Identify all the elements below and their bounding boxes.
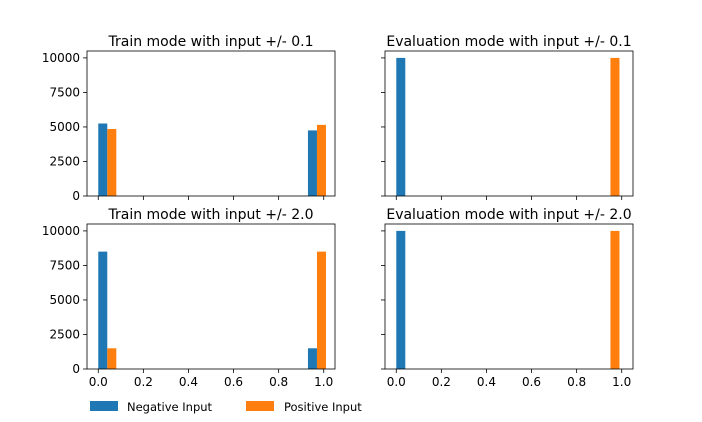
subplot-2: Evaluation mode with input +/- 0.1: [381, 34, 634, 200]
legend-swatch: [90, 401, 118, 411]
axes-frame: [86, 223, 336, 370]
bar-negative-input-2: [307, 348, 317, 369]
y-tick-label: 5000: [49, 293, 80, 307]
y-tick-label: 0: [72, 189, 80, 203]
y-tick-label: 7500: [49, 85, 80, 99]
bar-negative-input-2: [307, 130, 317, 196]
x-tick-label: 1.0: [612, 375, 631, 389]
axes-frame: [384, 223, 634, 370]
legend-label: Negative Input: [127, 400, 213, 414]
y-tick-label: 2500: [49, 327, 80, 341]
subplot-3: 0 2500 5000 7500 10000 0.0 0.2 0.4 0.6 0.8 1.0 Trai…: [42, 207, 336, 389]
axes-frame: [86, 50, 336, 197]
y-tick-label: 7500: [49, 258, 80, 272]
x-tick-label: 0.8: [269, 375, 288, 389]
x-tick-label: 0.4: [477, 375, 496, 389]
bar-negative-input-1: [98, 251, 108, 369]
y-tick-label: 10000: [42, 51, 80, 65]
bar-positive-input-1: [107, 348, 117, 369]
x-tick-label: 0.6: [224, 375, 243, 389]
bar-positive-input-1: [107, 129, 117, 196]
x-tick-label: 0.2: [134, 375, 153, 389]
subplot-title: Evaluation mode with input +/- 0.1: [386, 34, 631, 50]
x-tick-label: 0.6: [522, 375, 541, 389]
subplot-1: 0 2500 5000 7500 10000 Train mode with input …: [42, 34, 336, 203]
bar-positive-input-2: [316, 251, 326, 369]
y-tick-label: 2500: [49, 154, 80, 168]
legend-label: Positive Input: [284, 400, 362, 414]
bar-negative-input-1: [396, 57, 406, 197]
x-tick-label: 0.2: [432, 375, 451, 389]
subplot-title: Evaluation mode with input +/- 2.0: [386, 207, 631, 223]
axes-frame: [384, 50, 634, 197]
x-tick-label: 0.8: [567, 375, 586, 389]
y-tick-label: 5000: [49, 120, 80, 134]
bar-negative-input-1: [98, 123, 108, 196]
x-tick-label: 0.0: [89, 375, 108, 389]
x-tick-label: 0.0: [387, 375, 406, 389]
legend: Negative Input Positive Input: [90, 400, 362, 414]
bar-positive-input-1: [610, 230, 620, 369]
bar-positive-input-2: [316, 124, 326, 196]
legend-swatch: [246, 401, 274, 411]
subplot-title: Train mode with input +/- 0.1: [107, 34, 313, 50]
subplot-title: Train mode with input +/- 2.0: [107, 207, 313, 223]
y-tick-label: 0: [72, 362, 80, 376]
subplot-4: 0.0 0.2 0.4 0.6 0.8 1.0 Evaluation mode with i…: [381, 207, 634, 389]
bar-positive-input-1: [610, 57, 620, 197]
bar-negative-input-1: [396, 230, 406, 369]
x-tick-label: 1.0: [314, 375, 333, 389]
x-tick-label: 0.4: [179, 375, 198, 389]
y-tick-label: 10000: [42, 224, 80, 238]
